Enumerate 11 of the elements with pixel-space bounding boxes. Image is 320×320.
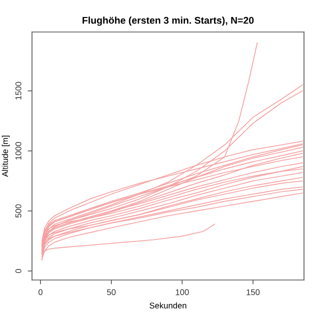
x-tick-label: 150 <box>246 289 260 296</box>
x-tick-label: 50 <box>107 289 116 296</box>
x-tick-label: 100 <box>176 289 189 296</box>
y-tick-label: 1500 <box>15 82 22 100</box>
y-tick-label: 500 <box>15 204 22 218</box>
y-tick-label: 0 <box>15 269 22 273</box>
x-tick-label: 0 <box>38 289 42 296</box>
chart-title: Flughöhe (ersten 3 min. Starts), N=20 <box>82 16 254 26</box>
y-axis-title: Altitude [m] <box>2 136 10 177</box>
x-axis-title: Sekunden <box>150 302 186 308</box>
y-tick-label: 1000 <box>15 142 22 160</box>
